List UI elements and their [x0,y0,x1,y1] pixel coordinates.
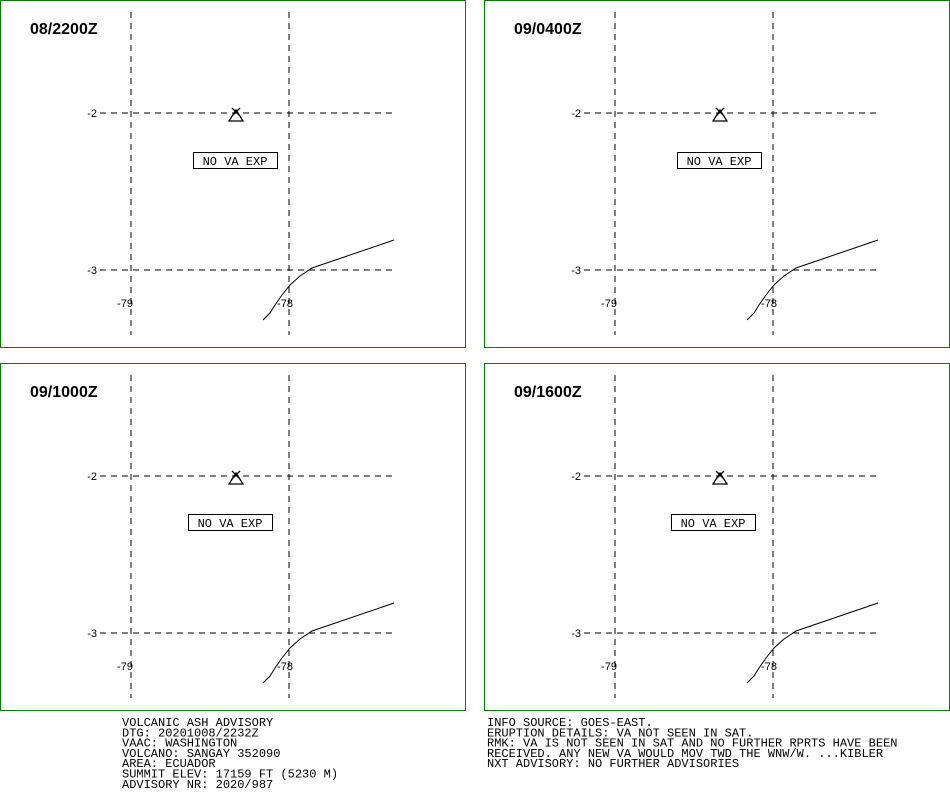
volcano-symbol [227,470,245,485]
footer-line: NXT ADVISORY: NO FURTHER ADVISORIES [487,757,739,771]
footer-line: RMK: VA IS NOT SEEN IN SAT AND NO FURTHE… [487,737,897,751]
valid-time: 08/2200Z [30,21,98,38]
status-box [193,152,278,169]
lat-label: -3 [87,628,97,640]
lon-label: -78 [761,661,777,673]
status-text: NO VA EXP [681,517,746,531]
lon-label: -79 [117,298,133,310]
footer-line: VAAC: WASHINGTON [122,737,237,751]
footer-line: SUMMIT ELEV: 17159 FT (5230 M) [122,768,338,782]
lon-label: -79 [601,661,617,673]
footer-line: RECEIVED. ANY NEW VA WOULD MOV TWD THE W… [487,747,883,761]
status-box [671,514,756,531]
valid-time: 09/0400Z [514,21,582,38]
coastline [746,239,879,321]
status-text: NO VA EXP [198,517,263,531]
lon-label: -79 [601,298,617,310]
panel-border [0,363,466,711]
status-box [677,152,762,169]
status-text: NO VA EXP [203,155,268,169]
footer-line: INFO SOURCE: GOES-EAST. [487,716,653,730]
panel-border [0,0,466,348]
status-text: NO VA EXP [687,155,752,169]
footer-line: VOLCANIC ASH ADVISORY [122,716,273,730]
footer-line: ADVISORY NR: 2020/987 [122,778,273,792]
status-box [188,514,273,531]
lat-label: -3 [87,265,97,277]
panel-border [484,0,950,348]
lat-label: -2 [571,471,581,483]
footer-line: AREA: ECUADOR [122,757,216,771]
panel-border [484,363,950,711]
map-panel: 08/2200Z -2 -3 -79 -78 NO VA EXP [0,0,466,348]
coastline [262,602,395,684]
lon-label: -79 [117,661,133,673]
lat-label: -2 [571,108,581,120]
lon-label: -78 [277,661,293,673]
footer-line: DTG: 20201008/2232Z [122,726,259,740]
map-panel: 09/0400Z -2 -3 -79 -78 NO VA EXP [484,0,950,348]
footer-line: ERUPTION DETAILS: VA NOT SEEN IN SAT. [487,726,753,740]
coastline [746,602,879,684]
lat-label: -2 [87,471,97,483]
lat-label: -2 [87,108,97,120]
volcano-symbol [711,107,729,122]
volcano-symbol [711,470,729,485]
volcano-symbol [227,107,245,122]
lon-label: -78 [277,298,293,310]
coastline [262,239,395,321]
valid-time: 09/1000Z [30,384,98,401]
lat-label: -3 [571,628,581,640]
lon-label: -78 [761,298,777,310]
map-panel: 09/1600Z -2 -3 -79 -78 NO VA EXP [484,363,950,711]
map-panel: 09/1000Z -2 -3 -79 -78 NO VA EXP [0,363,466,711]
valid-time: 09/1600Z [514,384,582,401]
lat-label: -3 [571,265,581,277]
footer-line: VOLCANO: SANGAY 352090 [122,747,280,761]
